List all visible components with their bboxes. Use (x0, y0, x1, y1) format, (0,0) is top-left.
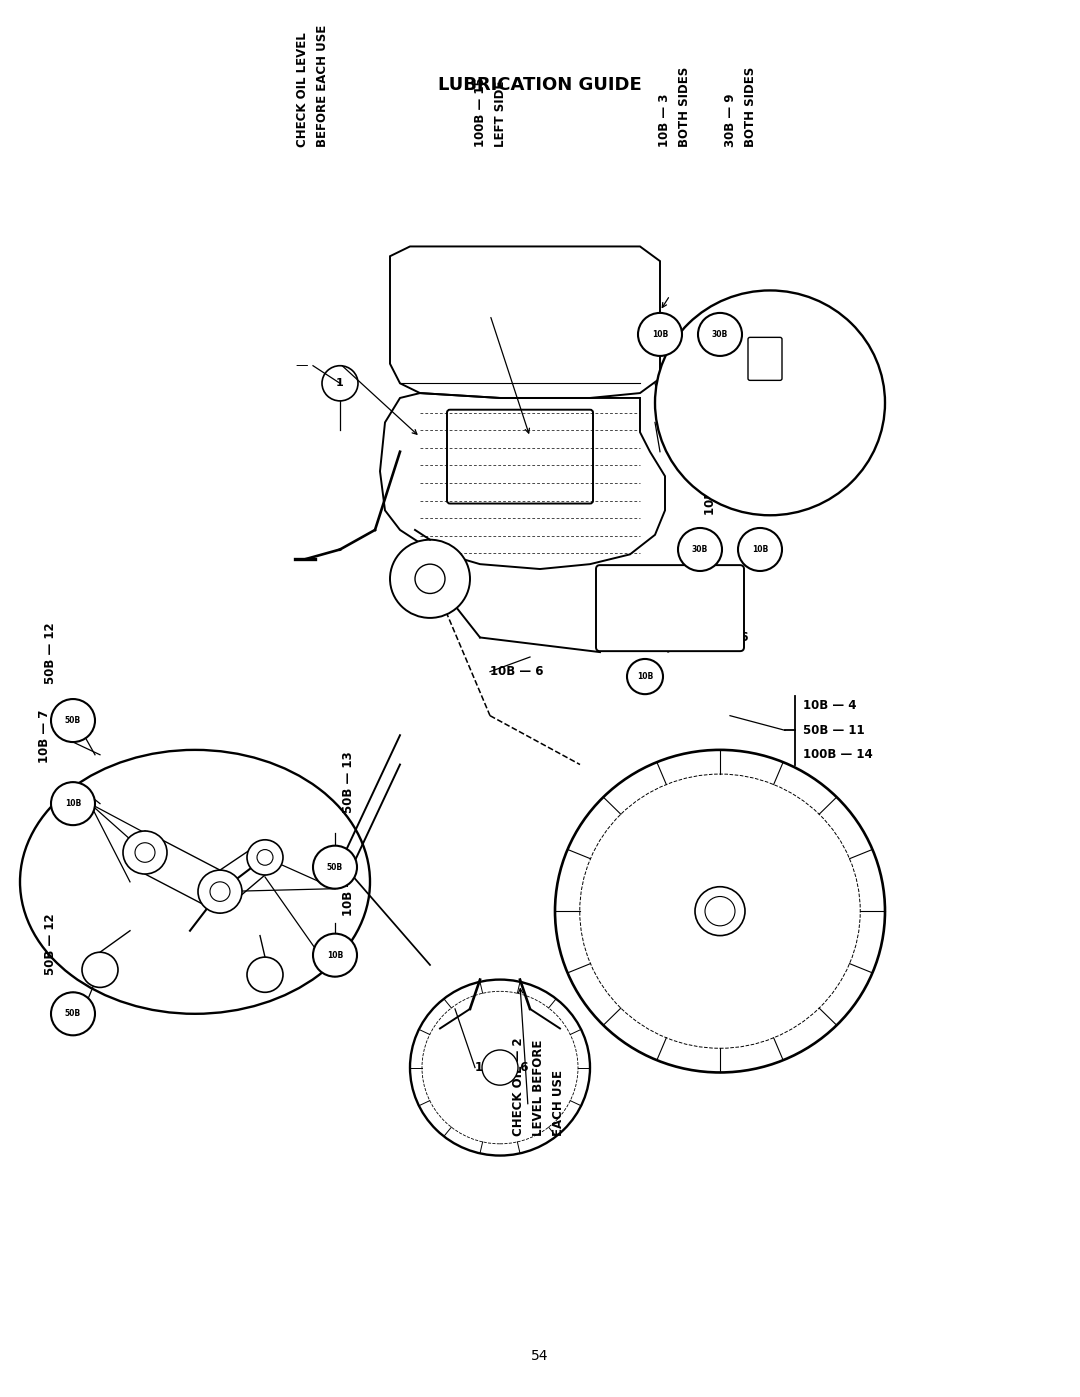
Text: 1: 1 (336, 379, 343, 388)
Circle shape (678, 528, 723, 571)
Text: 54: 54 (531, 1350, 549, 1363)
Circle shape (51, 782, 95, 826)
Text: 10B — 3: 10B — 3 (659, 94, 672, 147)
Circle shape (555, 750, 885, 1073)
Circle shape (51, 992, 95, 1035)
FancyBboxPatch shape (748, 337, 782, 380)
Circle shape (696, 887, 745, 936)
Circle shape (313, 845, 357, 888)
Circle shape (247, 840, 283, 875)
Text: BOTH SIDES: BOTH SIDES (678, 67, 691, 147)
Text: 10B — 6: 10B — 6 (490, 665, 543, 678)
Text: 50B: 50B (65, 1009, 81, 1018)
Text: 10B: 10B (752, 545, 768, 555)
Text: 10B — 6: 10B — 6 (696, 631, 748, 644)
Circle shape (638, 313, 681, 356)
Circle shape (313, 933, 357, 977)
Circle shape (82, 953, 118, 988)
Circle shape (51, 698, 95, 742)
Circle shape (627, 659, 663, 694)
Text: 10B — 6: 10B — 6 (475, 1062, 528, 1074)
Text: 100B — 14: 100B — 14 (804, 749, 873, 761)
Text: 50B: 50B (65, 717, 81, 725)
Text: 30B — 9: 30B — 9 (724, 94, 737, 147)
Text: BOTH SIDES: BOTH SIDES (743, 67, 756, 147)
Circle shape (410, 979, 590, 1155)
Circle shape (247, 957, 283, 992)
Ellipse shape (21, 750, 370, 1014)
Circle shape (698, 313, 742, 356)
Text: 50B: 50B (327, 863, 343, 872)
Text: 100B — 15: 100B — 15 (473, 77, 486, 147)
Text: 10B — 10: 10B — 10 (703, 454, 716, 515)
Text: 10B — 4: 10B — 4 (804, 700, 856, 712)
Circle shape (390, 539, 470, 617)
Text: 50B — 12: 50B — 12 (43, 914, 56, 975)
Text: CHECK OIL LEVEL: CHECK OIL LEVEL (297, 32, 310, 147)
Text: 10B: 10B (327, 950, 343, 960)
Text: EACH USE: EACH USE (552, 1070, 565, 1136)
Text: LEFT SIDE: LEFT SIDE (494, 81, 507, 147)
Text: 30B: 30B (692, 545, 708, 555)
Text: 50B — 12: 50B — 12 (43, 623, 56, 685)
Circle shape (738, 528, 782, 571)
Text: LUBRICATION GUIDE: LUBRICATION GUIDE (438, 77, 642, 94)
Text: 50B — 11: 50B — 11 (804, 724, 865, 736)
Text: 10B — 5: 10B — 5 (779, 462, 792, 515)
Circle shape (198, 870, 242, 914)
Text: 10B: 10B (65, 799, 81, 807)
Circle shape (482, 1051, 518, 1085)
Text: 30B: 30B (712, 330, 728, 339)
Circle shape (123, 831, 167, 875)
Text: 50B — 13: 50B — 13 (341, 752, 354, 813)
Circle shape (654, 291, 885, 515)
Text: 10B — 8: 10B — 8 (341, 862, 354, 916)
Text: LEVEL BEFORE: LEVEL BEFORE (531, 1039, 544, 1136)
FancyBboxPatch shape (596, 566, 744, 651)
Text: BEFORE EACH USE: BEFORE EACH USE (316, 25, 329, 147)
Circle shape (415, 564, 445, 594)
Text: 10B: 10B (637, 672, 653, 682)
Text: CHECK OIL — 2: CHECK OIL — 2 (512, 1038, 525, 1136)
Text: —: — (296, 359, 308, 372)
Text: 10B: 10B (652, 330, 669, 339)
Text: 10B — 7: 10B — 7 (39, 710, 52, 763)
